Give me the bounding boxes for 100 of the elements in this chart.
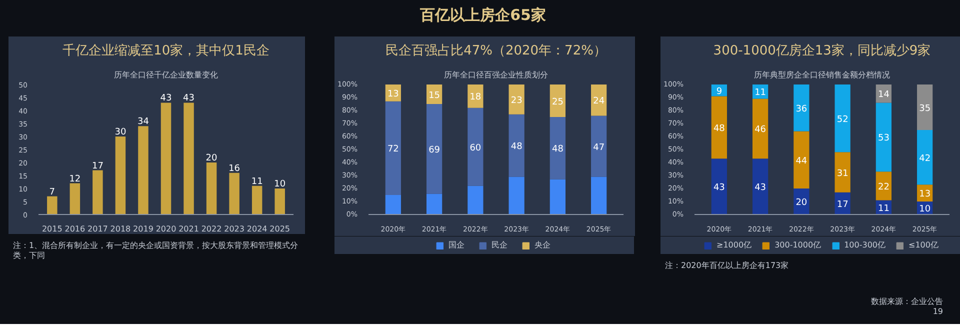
legend-label: ≥1000亿 <box>716 240 752 250</box>
x-tick-label: 2020 <box>156 224 176 234</box>
bar <box>252 186 262 214</box>
bar <box>876 172 892 200</box>
data-label: 11 <box>878 204 890 214</box>
data-label: 23 <box>510 96 522 106</box>
bar <box>115 136 126 214</box>
bar <box>385 195 401 214</box>
data-label: 13 <box>919 190 931 200</box>
data-label: 42 <box>919 154 931 164</box>
bar <box>508 176 524 214</box>
data-label: 13 <box>387 89 399 100</box>
bar <box>385 101 401 195</box>
data-label: 34 <box>138 117 150 128</box>
bar <box>752 158 768 214</box>
x-tick-label: 2019 <box>133 224 154 234</box>
bar <box>206 162 217 214</box>
data-label: 72 <box>387 144 399 155</box>
bar <box>160 102 172 214</box>
bar <box>550 84 566 117</box>
bar <box>426 194 442 214</box>
data-label: 48 <box>552 144 564 155</box>
data-label: 52 <box>836 114 848 125</box>
data-label: 43 <box>183 94 194 104</box>
data-label: 69 <box>428 145 440 156</box>
data-label: 43 <box>160 94 172 104</box>
text: 注：2020年百亿以上房企有173家 <box>665 261 789 271</box>
bar <box>794 84 810 132</box>
data-label: 43 <box>754 183 766 194</box>
data-label: 22 <box>878 182 890 192</box>
legend-label: 国企 <box>448 240 466 250</box>
x-tick-label: 2022 <box>201 224 222 234</box>
data-label: 7 <box>49 187 56 198</box>
bar <box>550 117 566 180</box>
legend-label: ≤100亿 <box>908 240 938 250</box>
data-label: 48 <box>510 142 523 152</box>
data-label: 16 <box>228 164 240 174</box>
x-tick-label: 2021 <box>178 224 199 234</box>
chart-title: 300-1000亿房企13家，同比减少9家 <box>713 42 931 58</box>
chart-title: 民企百强占比47%（2020年：72%） <box>386 44 606 58</box>
data-label: 15 <box>428 90 440 101</box>
x-tick-label: 2024 <box>246 224 268 234</box>
data-label: 35 <box>919 104 931 114</box>
legend-label: 央企 <box>534 240 552 250</box>
source-note: 数据来源：企业公告 <box>871 297 943 307</box>
bar <box>752 98 768 159</box>
x-tick-label: 2025 <box>270 224 290 234</box>
bar <box>917 130 933 185</box>
data-label: 43 <box>713 183 725 194</box>
bar <box>468 186 484 214</box>
data-label: 60 <box>470 143 482 154</box>
bar <box>426 104 442 194</box>
bar <box>138 126 148 214</box>
bar <box>468 84 484 108</box>
x-tick-label: 2023 <box>224 224 244 234</box>
bar <box>92 170 103 214</box>
bar <box>550 179 566 214</box>
text: 百亿以上房企65家 <box>420 5 546 26</box>
data-label: 18 <box>470 92 482 103</box>
data-label: 20 <box>796 198 808 208</box>
legend-label: 民企 <box>492 240 508 250</box>
bar <box>508 114 524 177</box>
data-label: 17 <box>92 161 104 172</box>
bar <box>229 172 240 214</box>
chart-subtitle: 历年全口径百强企业性质划分 <box>444 70 548 80</box>
bar <box>184 102 194 214</box>
bar <box>794 131 810 188</box>
bar <box>876 102 892 172</box>
bar <box>711 96 727 159</box>
data-label: 10 <box>919 204 931 214</box>
data-label: 20 <box>206 154 218 164</box>
data-label: 30 <box>114 128 126 138</box>
chart-subtitle: 历年全口径千亿企业数量变化 <box>114 70 218 80</box>
x-tick-label: 2015 <box>42 224 62 234</box>
bar <box>834 152 850 192</box>
bar <box>794 188 810 214</box>
data-label: 14 <box>878 90 890 100</box>
bar <box>917 84 933 130</box>
data-label: 12 <box>69 174 81 184</box>
data-label: 46 <box>754 125 766 136</box>
bar <box>591 176 607 214</box>
data-label: 9 <box>716 86 722 97</box>
x-tick-label: 2017 <box>88 224 108 234</box>
bar <box>468 108 484 186</box>
data-label: 25 <box>552 97 564 108</box>
bar <box>591 84 607 116</box>
legend-label: 100-300亿 <box>844 240 886 250</box>
bar <box>70 183 80 214</box>
bar <box>591 116 607 177</box>
chart-subtitle: 历年典型房企全口径销售金额分档情况 <box>754 70 890 80</box>
data-label: 47 <box>593 142 605 153</box>
legend-label: 300-1000亿 <box>774 240 822 250</box>
data-label: 48 <box>713 124 726 134</box>
bar <box>834 84 850 152</box>
x-tick-label: 2018 <box>110 224 131 234</box>
data-label: 24 <box>593 96 605 107</box>
data-label: 17 <box>836 200 848 210</box>
data-label: 36 <box>796 104 808 114</box>
data-label: 11 <box>251 176 263 187</box>
text: 19 <box>932 307 943 317</box>
